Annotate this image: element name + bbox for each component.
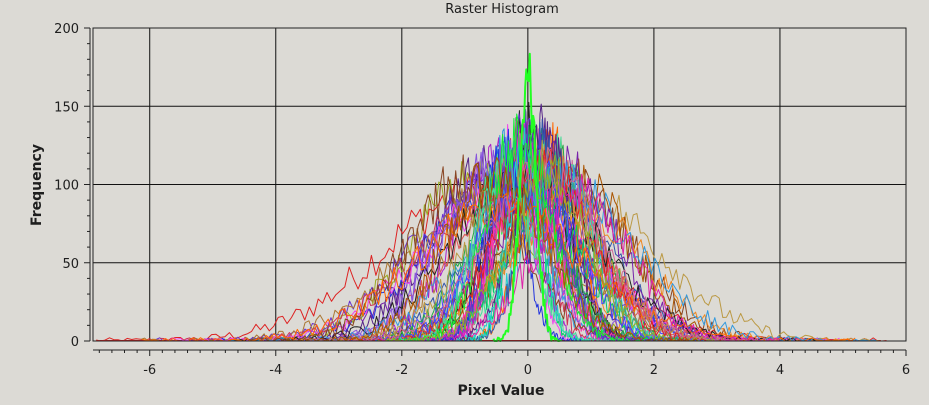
axes: 0 50 100 150 200 -6 -4 -2 0 2 4 6 <box>54 22 910 378</box>
y-tick-label: 50 <box>62 257 79 272</box>
x-tick-label: -4 <box>269 363 282 378</box>
x-tick-label: 2 <box>650 363 658 378</box>
y-tick-label: 150 <box>54 100 79 115</box>
series-line-extra-22 <box>456 127 593 342</box>
chart-title: Raster Histogram <box>445 2 559 17</box>
y-axis-label: Frequency <box>29 144 45 226</box>
y-tick-label: 0 <box>71 335 79 350</box>
x-tick-label: -6 <box>143 363 156 378</box>
series-line-extra-19 <box>232 154 695 342</box>
series-line-extra-21 <box>342 148 747 342</box>
plot-frame <box>92 27 907 342</box>
x-tick-label: 4 <box>776 363 784 378</box>
series-line-highlight <box>492 52 563 342</box>
series-line-extra-20 <box>403 109 648 342</box>
y-tick-label: 100 <box>54 179 79 194</box>
x-tick-label: 6 <box>902 363 910 378</box>
series-line-extra-28 <box>379 153 717 342</box>
x-tick-label: -2 <box>395 363 408 378</box>
series-line-extra-25 <box>389 140 615 342</box>
plot-area <box>93 27 907 342</box>
series-line-extra-26 <box>379 173 784 342</box>
series-line-extra-29 <box>286 156 703 342</box>
x-tick-label: 0 <box>524 363 532 378</box>
x-axis-label: Pixel Value <box>457 383 544 399</box>
series-line-extra-5 <box>428 103 657 342</box>
y-tick-label: 200 <box>54 22 79 37</box>
